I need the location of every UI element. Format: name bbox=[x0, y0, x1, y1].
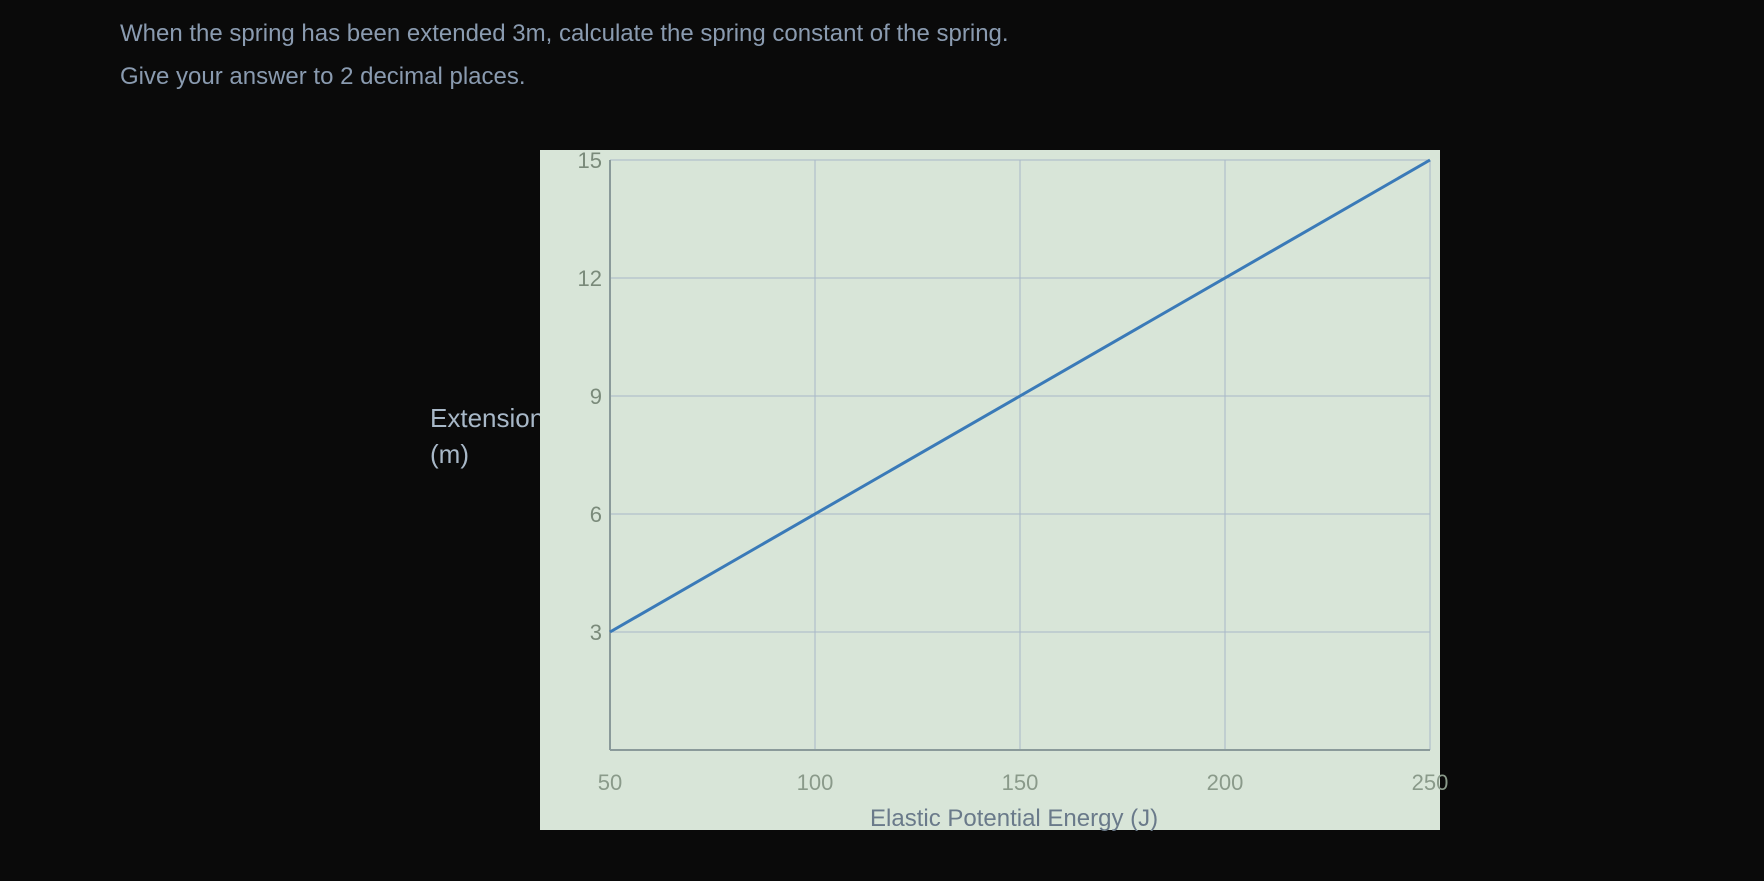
x-axis-label: Elastic Potential Energy (J) bbox=[870, 805, 1158, 833]
y-tick-label: 15 bbox=[562, 148, 602, 174]
chart-container bbox=[540, 150, 1440, 830]
x-tick-label: 100 bbox=[785, 770, 845, 796]
line-chart bbox=[540, 150, 1440, 830]
x-tick-label: 200 bbox=[1195, 770, 1255, 796]
y-tick-label: 3 bbox=[562, 620, 602, 646]
x-tick-label: 50 bbox=[580, 770, 640, 796]
y-axis-label-text: Extension bbox=[430, 400, 544, 436]
y-tick-label: 6 bbox=[562, 502, 602, 528]
x-tick-label: 250 bbox=[1400, 770, 1460, 796]
y-axis-unit: (m) bbox=[430, 436, 544, 472]
x-tick-label: 150 bbox=[990, 770, 1050, 796]
y-axis-label: Extension (m) bbox=[430, 400, 544, 473]
y-tick-label: 12 bbox=[562, 266, 602, 292]
y-tick-label: 9 bbox=[562, 384, 602, 410]
question-text: When the spring has been extended 3m, ca… bbox=[120, 15, 1009, 97]
question-line-2: Give your answer to 2 decimal places. bbox=[120, 58, 1009, 96]
question-line-1: When the spring has been extended 3m, ca… bbox=[120, 15, 1009, 53]
